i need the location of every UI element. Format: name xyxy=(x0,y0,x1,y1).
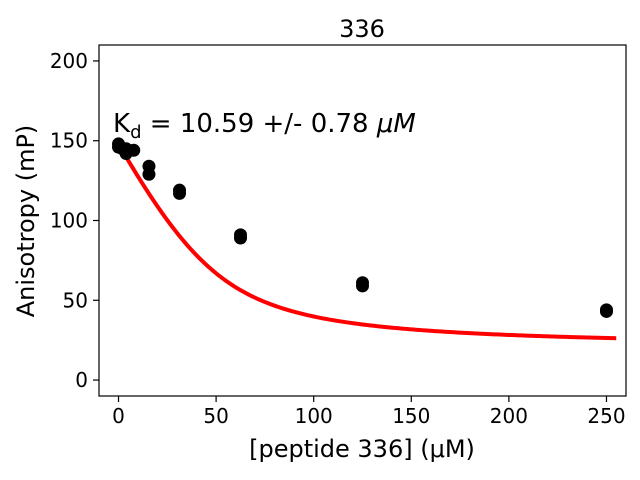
chart-title: 336 xyxy=(339,15,385,43)
data-point xyxy=(127,143,141,157)
data-point xyxy=(173,186,187,200)
data-point xyxy=(142,167,156,181)
data-point xyxy=(599,304,613,318)
plot-area xyxy=(98,44,627,397)
y-axis-label: Anisotropy (mP) xyxy=(12,125,40,318)
x-tick-label: 100 xyxy=(295,404,333,428)
x-tick-label: 200 xyxy=(490,404,528,428)
y-tick-label: 0 xyxy=(75,368,88,392)
x-tick-label: 150 xyxy=(392,404,430,428)
y-axis: 0 50 100 150 200 xyxy=(50,49,99,392)
kd-annotation: Kd = 10.59 +/- 0.78 μM xyxy=(113,109,416,143)
y-tick-label: 50 xyxy=(63,288,88,312)
y-tick-label: 200 xyxy=(50,49,88,73)
y-tick-label: 100 xyxy=(50,209,88,233)
fit-curve xyxy=(116,142,617,341)
x-tick-label: 50 xyxy=(203,404,228,428)
data-point xyxy=(234,231,248,245)
x-axis-label: [peptide 336] (μM) xyxy=(249,435,475,463)
data-point xyxy=(356,279,369,293)
y-tick-label: 150 xyxy=(50,129,88,153)
x-axis: 0 50 100 150 200 250 xyxy=(112,396,626,428)
data-points xyxy=(112,137,613,318)
x-tick-label: 250 xyxy=(587,404,625,428)
x-tick-label: 0 xyxy=(112,404,125,428)
